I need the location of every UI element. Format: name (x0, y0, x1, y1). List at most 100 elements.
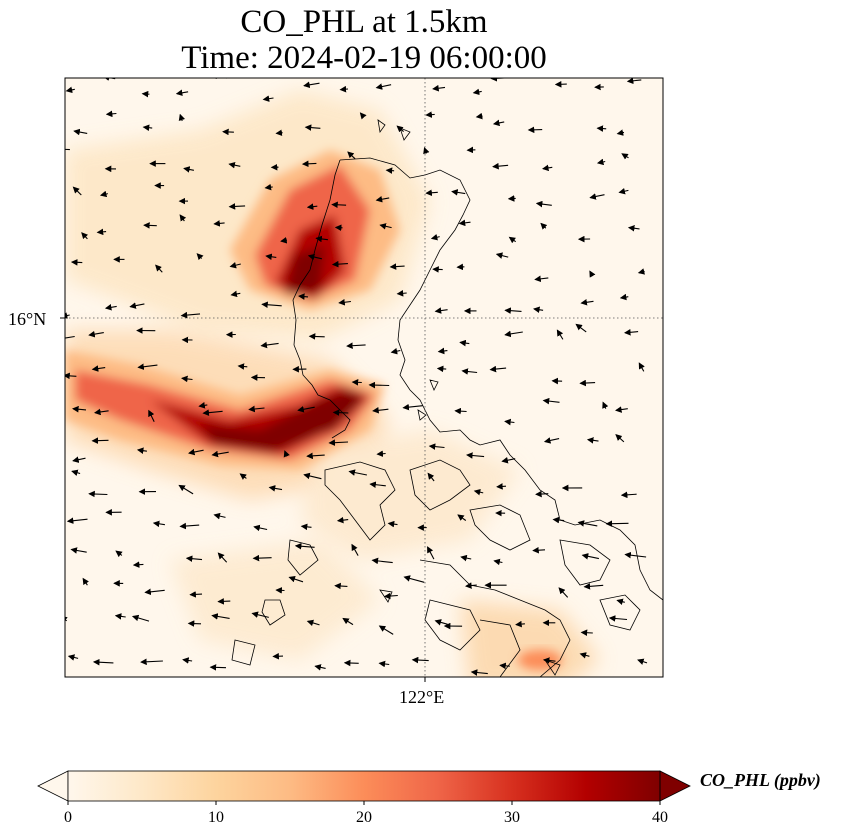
wind-vector-arrow (376, 450, 386, 458)
wind-vector-arrow (178, 484, 194, 495)
wind-vector-arrow (619, 293, 629, 301)
wind-vector-arrow (179, 214, 187, 222)
wind-vector-arrow (495, 252, 509, 259)
wind-vector-arrow (140, 658, 163, 666)
wind-vector-arrow (461, 368, 478, 375)
wind-vector-arrow (577, 520, 598, 527)
wind-vector-arrow (265, 253, 277, 261)
wind-vector-arrow (300, 523, 312, 531)
wind-vector-arrow (423, 146, 430, 155)
wind-vector-arrow (148, 409, 155, 422)
wind-vector-arrow (359, 112, 367, 120)
wind-vector-arrow (338, 298, 351, 306)
wind-vector-arrow (542, 397, 560, 405)
wind-vector-field (65, 78, 648, 676)
wind-vector-arrow (182, 657, 193, 664)
wind-vector-arrow (304, 124, 321, 131)
wind-vector-arrow (396, 290, 407, 297)
colorbar-gradient (68, 771, 660, 801)
wind-vector-arrow (556, 329, 564, 340)
wind-vector-arrow (65, 146, 70, 153)
wind-vector-arrow (504, 307, 522, 314)
wind-vector-arrow (71, 469, 81, 476)
wind-vector-arrow (616, 598, 625, 605)
wind-vector-arrow (331, 260, 348, 268)
colorbar-ticks (67, 801, 661, 805)
wind-vector-arrow (180, 311, 201, 319)
wind-vector-arrow (228, 161, 241, 169)
wind-vector-arrow (142, 124, 153, 132)
wind-vector-arrow (228, 203, 246, 210)
wind-vector-arrow (378, 625, 394, 635)
wind-vector-arrow (179, 522, 200, 530)
wind-vector-arrow (105, 110, 117, 118)
lat-tick-label: 16°N (8, 309, 47, 329)
wind-vector-arrow (72, 186, 82, 196)
wind-vector-arrow (65, 86, 75, 94)
wind-vector-arrow (540, 222, 548, 230)
lon-tick-label: 122°E (399, 687, 445, 707)
wind-vector-arrow (347, 151, 356, 160)
wind-vector-arrow (314, 664, 326, 671)
wind-vector-arrow (618, 187, 629, 195)
wind-vector-arrow (515, 620, 525, 628)
wind-vector-arrow (198, 402, 208, 409)
wind-vector-arrow (339, 85, 349, 93)
wind-vector-arrow (580, 629, 593, 636)
wind-vector-arrow (252, 554, 272, 562)
colorbar-tick-label: 30 (504, 809, 520, 826)
wind-vector-arrow (615, 434, 625, 443)
wind-vector-arrow (303, 472, 322, 480)
wind-vector-arrow (209, 664, 227, 671)
wind-vector-arrow (137, 363, 158, 371)
wind-vector-arrow (608, 615, 628, 622)
wind-vector-arrow (185, 555, 203, 562)
wind-vector-arrow (189, 591, 203, 598)
wind-vector-arrow (579, 379, 596, 387)
wind-vector-arrow (81, 232, 89, 240)
wind-vector-arrow (411, 656, 429, 664)
wind-vector-arrow (575, 323, 587, 333)
wind-vector-arrow (73, 128, 88, 136)
wind-vector-arrow (504, 418, 515, 426)
wind-vector-arrow (459, 339, 470, 347)
wind-vector-arrow (458, 219, 471, 227)
wind-vector-arrow (253, 524, 268, 532)
wind-vector-arrow (297, 406, 315, 413)
colorbar (37, 770, 691, 805)
wind-vector-arrow (501, 456, 516, 464)
wind-vector-arrow (196, 253, 204, 261)
colorbar-tick-label: 40 (652, 809, 668, 826)
wind-vector-arrow (217, 552, 228, 563)
wind-vector-arrow (294, 542, 315, 550)
wind-vector-arrow (493, 558, 503, 566)
wind-vector-arrow (581, 553, 600, 560)
wind-vector-arrow (475, 112, 483, 120)
wind-vector-arrow (532, 546, 546, 554)
wind-vector-arrow (385, 167, 395, 174)
wind-vector-arrow (65, 312, 70, 319)
wind-vector-arrow (336, 516, 349, 524)
wind-vector-arrow (96, 228, 107, 236)
wind-vector-arrow (637, 268, 646, 275)
wind-vector-arrow (275, 129, 283, 137)
wind-vector-arrow (489, 365, 507, 373)
wind-vector-arrow (301, 160, 317, 168)
wind-vector-arrow (342, 617, 354, 626)
wind-vector-arrow (389, 263, 405, 270)
wind-vector-arrow (298, 293, 309, 300)
wind-vector-arrow (396, 125, 404, 133)
wind-vector-arrow (627, 225, 640, 232)
wind-vector-arrow (260, 341, 279, 349)
wind-vector-arrow (248, 405, 265, 413)
wind-vector-arrow (230, 290, 241, 298)
map-frame (64, 77, 664, 678)
wind-vector-arrow (558, 587, 569, 598)
wind-vector-arrow (387, 520, 398, 528)
wind-vector-arrow (188, 448, 204, 456)
wind-vector-arrow (70, 547, 87, 554)
wind-vector-arrow (466, 452, 485, 459)
wind-vector-arrow (152, 520, 165, 528)
wind-vector-arrow (334, 582, 348, 590)
wind-vector-arrow (72, 456, 86, 463)
